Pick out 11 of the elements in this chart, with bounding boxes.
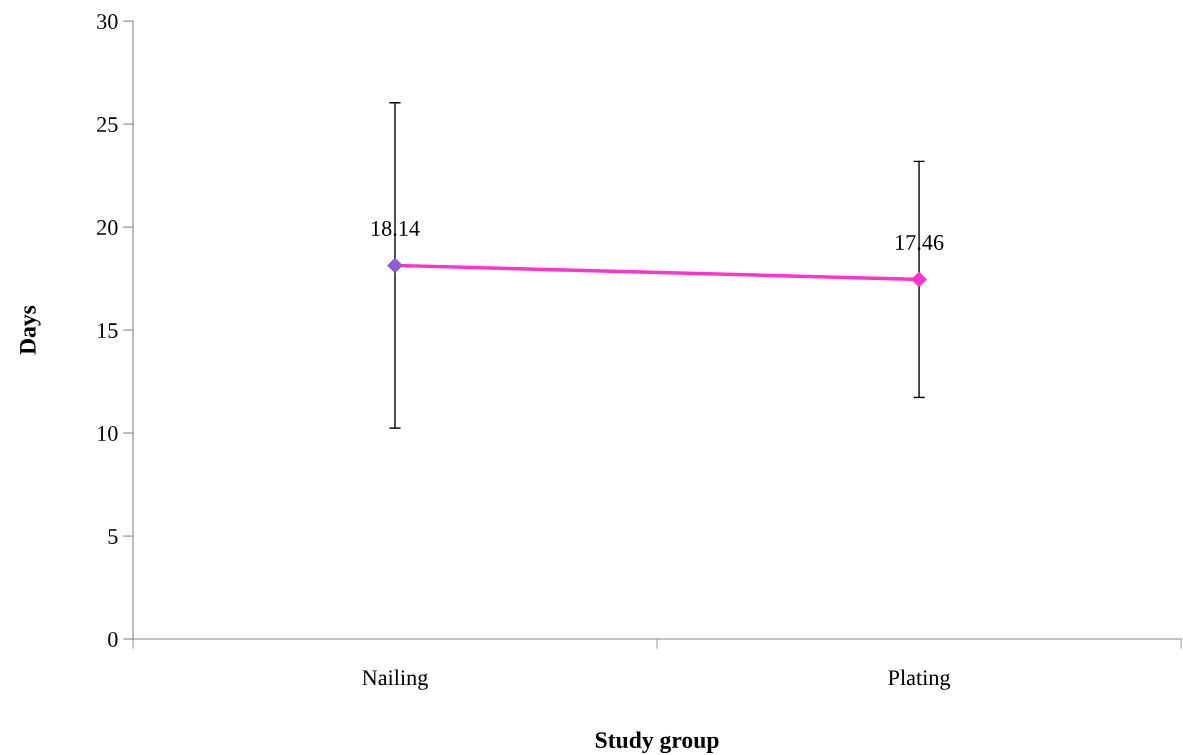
- y-axis-title: Days: [20, 305, 41, 355]
- y-tick-label: 10: [98, 426, 118, 441]
- y-tick-label: 25: [97, 117, 118, 133]
- x-tick-label: Plating: [888, 669, 951, 690]
- y-tick-label: 20: [97, 220, 118, 236]
- y-tick-label: 0: [108, 631, 118, 647]
- y-tick-label: 30: [97, 14, 118, 30]
- x-axis-title: Study group: [595, 731, 719, 754]
- y-tick-label: 5: [108, 529, 118, 544]
- x-tick-label: Nailing: [362, 669, 428, 690]
- y-tick-label: 15: [98, 323, 118, 339]
